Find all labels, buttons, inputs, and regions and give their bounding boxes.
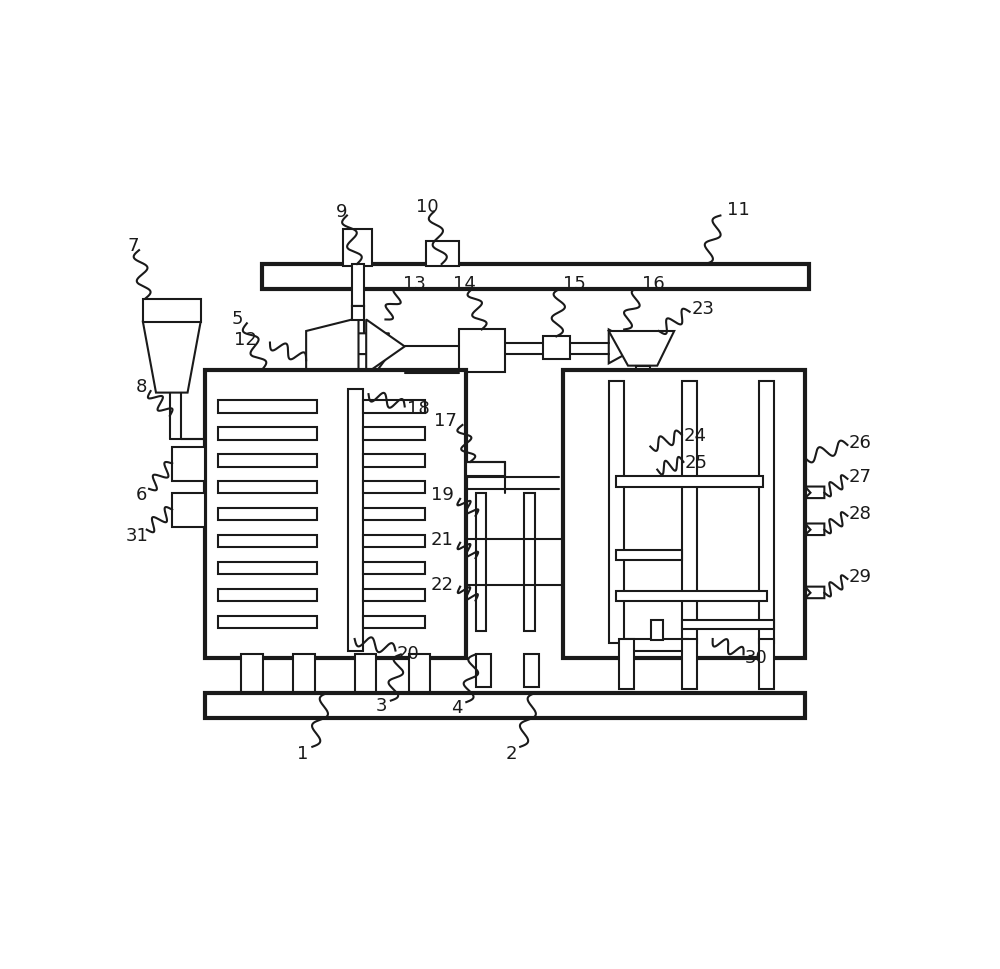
Text: 7: 7 (128, 236, 139, 255)
Bar (205, 693, 805, 719)
Bar (352, 307, 364, 321)
Bar (218, 401, 317, 413)
Bar (218, 536, 317, 547)
Text: 11: 11 (727, 202, 749, 219)
Text: 26: 26 (849, 433, 872, 452)
Text: 3: 3 (376, 697, 387, 714)
Bar (218, 454, 317, 467)
Bar (543, 337, 570, 360)
Bar (619, 640, 634, 689)
Bar (348, 390, 363, 651)
Bar (616, 551, 682, 560)
Bar (682, 640, 697, 689)
Bar (172, 447, 205, 482)
Text: 4: 4 (451, 698, 463, 716)
Bar (466, 462, 505, 477)
Text: 16: 16 (642, 275, 665, 293)
Bar (636, 366, 650, 597)
Polygon shape (805, 587, 824, 599)
Bar (363, 509, 425, 521)
Bar (343, 230, 372, 266)
Bar (459, 330, 505, 372)
Polygon shape (306, 319, 359, 391)
Bar (218, 589, 317, 602)
Polygon shape (609, 330, 640, 364)
Bar (218, 427, 317, 440)
Text: 27: 27 (848, 467, 871, 485)
Bar (241, 655, 263, 693)
Bar (759, 382, 774, 643)
Bar (363, 427, 425, 440)
Text: 6: 6 (136, 485, 147, 504)
Bar (629, 462, 657, 478)
Bar (363, 454, 425, 467)
Bar (682, 620, 774, 629)
Text: 23: 23 (691, 299, 714, 318)
Bar (524, 493, 535, 632)
Text: 21: 21 (431, 530, 454, 548)
Bar (476, 493, 486, 632)
Polygon shape (805, 487, 824, 499)
Bar (476, 655, 491, 687)
Bar (355, 655, 376, 693)
Bar (363, 616, 425, 629)
Text: 15: 15 (563, 275, 585, 293)
Text: 8: 8 (136, 378, 147, 396)
Bar (205, 370, 466, 659)
Text: 20: 20 (397, 644, 420, 662)
Bar (426, 241, 459, 266)
Bar (563, 370, 805, 659)
Text: 9: 9 (336, 203, 347, 221)
Bar (651, 620, 663, 641)
Polygon shape (143, 323, 201, 393)
Text: 19: 19 (431, 485, 454, 504)
Bar (293, 655, 315, 693)
Text: 12: 12 (234, 330, 257, 348)
Bar (218, 482, 317, 494)
Text: 28: 28 (848, 504, 871, 522)
Bar (218, 509, 317, 521)
Bar (616, 477, 763, 487)
Text: 17: 17 (434, 411, 457, 429)
Polygon shape (366, 320, 405, 374)
Polygon shape (326, 355, 389, 376)
Text: 18: 18 (407, 399, 430, 418)
Text: 13: 13 (403, 275, 426, 293)
Text: 31: 31 (125, 526, 148, 545)
Bar (363, 562, 425, 575)
Text: 2: 2 (505, 744, 517, 763)
Polygon shape (805, 524, 824, 536)
Bar (409, 655, 430, 693)
Bar (218, 616, 317, 629)
Text: 1: 1 (297, 744, 309, 763)
Polygon shape (609, 331, 674, 366)
Bar (616, 592, 767, 601)
Text: 14: 14 (453, 275, 476, 293)
Bar (682, 382, 697, 643)
Text: 29: 29 (848, 567, 871, 585)
Bar (363, 482, 425, 494)
Bar (352, 265, 364, 307)
Bar (352, 307, 364, 376)
Bar (363, 536, 425, 547)
Bar (363, 401, 425, 413)
Text: 30: 30 (745, 648, 768, 666)
Bar (524, 655, 539, 687)
Bar (363, 589, 425, 602)
Text: 22: 22 (431, 575, 454, 593)
Bar (262, 265, 809, 290)
Text: 5: 5 (231, 309, 243, 328)
Bar (172, 493, 205, 528)
Text: 10: 10 (416, 198, 439, 216)
Bar (626, 640, 688, 651)
Bar (143, 299, 201, 323)
Bar (345, 378, 369, 394)
Text: 25: 25 (685, 453, 708, 471)
Polygon shape (326, 334, 389, 355)
Bar (609, 382, 624, 643)
Text: 24: 24 (683, 426, 706, 445)
Bar (759, 640, 774, 689)
Bar (218, 562, 317, 575)
